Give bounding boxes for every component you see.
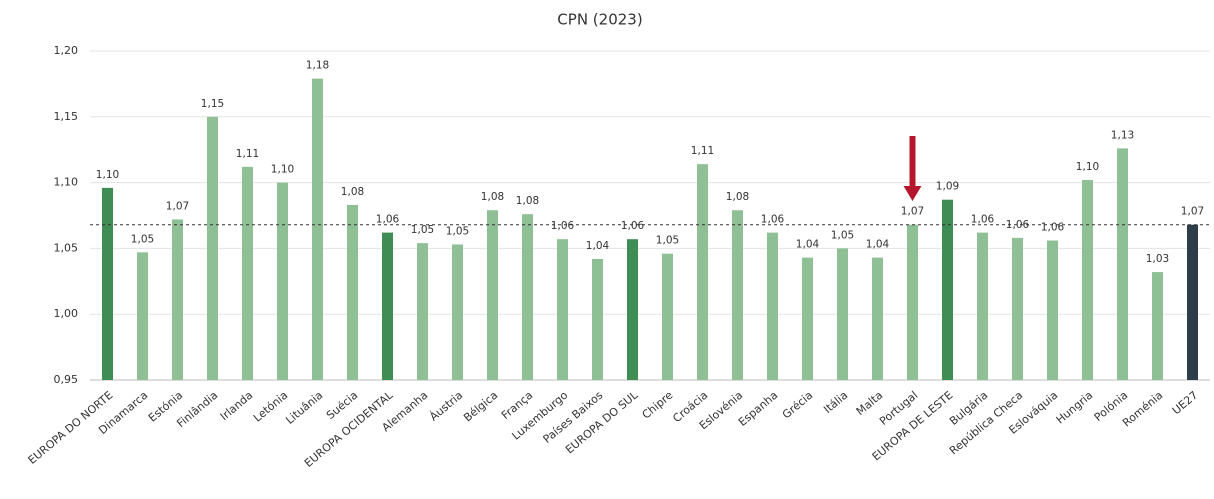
value-label: 1,08 — [341, 186, 364, 198]
value-label: 1,05 — [656, 235, 679, 247]
bar — [417, 243, 428, 380]
value-label: 1,08 — [726, 191, 749, 203]
bar — [697, 164, 708, 380]
value-label: 1,05 — [446, 225, 469, 237]
value-label: 1,07 — [166, 200, 189, 212]
value-label: 1,13 — [1111, 129, 1134, 141]
y-tick-label: 1,10 — [54, 176, 79, 189]
value-label: 1,10 — [96, 169, 119, 181]
value-label: 1,04 — [586, 240, 610, 252]
bar — [137, 252, 148, 380]
value-label: 1,15 — [201, 98, 224, 110]
bar — [347, 204, 358, 380]
value-label: 1,05 — [831, 229, 854, 241]
bar — [382, 232, 393, 380]
y-tick-label: 1,20 — [54, 44, 79, 57]
x-tick-label: Irlanda — [218, 389, 256, 424]
bar — [767, 232, 778, 380]
value-label: 1,09 — [936, 181, 959, 193]
bar — [487, 210, 498, 380]
value-label: 1,18 — [306, 60, 329, 72]
value-label: 1,10 — [1076, 161, 1099, 173]
x-tick-label: UE27 — [1170, 389, 1201, 418]
value-label: 1,11 — [691, 145, 714, 157]
x-tick-label: Hungria — [1054, 389, 1096, 427]
x-tick-label: Bélgica — [461, 389, 500, 425]
bar — [312, 78, 323, 381]
bar — [452, 244, 463, 380]
value-label: 1,08 — [516, 195, 539, 207]
value-label: 1,08 — [481, 191, 504, 203]
bar — [1047, 240, 1058, 380]
x-tick-label: Grécia — [780, 389, 815, 422]
y-tick-label: 1,00 — [54, 307, 79, 320]
bar — [207, 116, 218, 381]
bar — [557, 239, 568, 380]
bar — [102, 187, 113, 380]
highlight-arrow-head — [903, 186, 922, 201]
y-tick-label: 1,05 — [54, 241, 79, 254]
bar — [627, 239, 638, 380]
bar — [732, 210, 743, 380]
value-label: 1,05 — [131, 233, 154, 245]
bar — [907, 224, 918, 380]
value-label: 1,06 — [971, 214, 995, 226]
y-tick-label: 1,15 — [54, 110, 79, 123]
value-label: 1,06 — [1041, 222, 1065, 234]
y-tick-label: 0,95 — [54, 373, 79, 386]
bar — [1012, 237, 1023, 380]
bar — [277, 182, 288, 380]
bar — [1117, 148, 1128, 380]
value-label: 1,05 — [411, 224, 434, 236]
bar — [522, 214, 533, 380]
value-label: 1,06 — [376, 214, 400, 226]
value-label: 1,06 — [761, 214, 785, 226]
value-label: 1,06 — [621, 220, 645, 232]
x-tick-label: Itália — [821, 389, 850, 416]
value-label: 1,04 — [866, 239, 890, 251]
value-label: 1,04 — [796, 239, 820, 251]
x-tick-label: Malta — [854, 389, 886, 418]
x-tick-label: Espanha — [736, 389, 780, 429]
bar — [1152, 272, 1163, 380]
bar — [942, 199, 953, 380]
bar — [172, 219, 183, 380]
x-tick-label: Chipre — [640, 388, 676, 421]
bar — [977, 232, 988, 380]
bar — [1082, 179, 1093, 380]
bar — [592, 258, 603, 380]
bar — [802, 257, 813, 380]
value-label: 1,03 — [1146, 253, 1169, 265]
bar — [872, 257, 883, 380]
x-tick-label: Áustria — [427, 389, 465, 424]
bar — [837, 248, 848, 380]
value-label: 1,11 — [236, 148, 259, 160]
value-label: 1,06 — [1006, 219, 1030, 231]
value-label: 1,07 — [1181, 206, 1204, 218]
value-label: 1,06 — [551, 220, 575, 232]
bar — [242, 166, 253, 380]
bar — [1187, 224, 1198, 380]
bar — [662, 253, 673, 380]
value-label: 1,10 — [271, 164, 294, 176]
x-tick-label: Lituânia — [283, 389, 325, 427]
chart-title: CPN (2023) — [557, 11, 642, 29]
value-label: 1,07 — [901, 206, 924, 218]
